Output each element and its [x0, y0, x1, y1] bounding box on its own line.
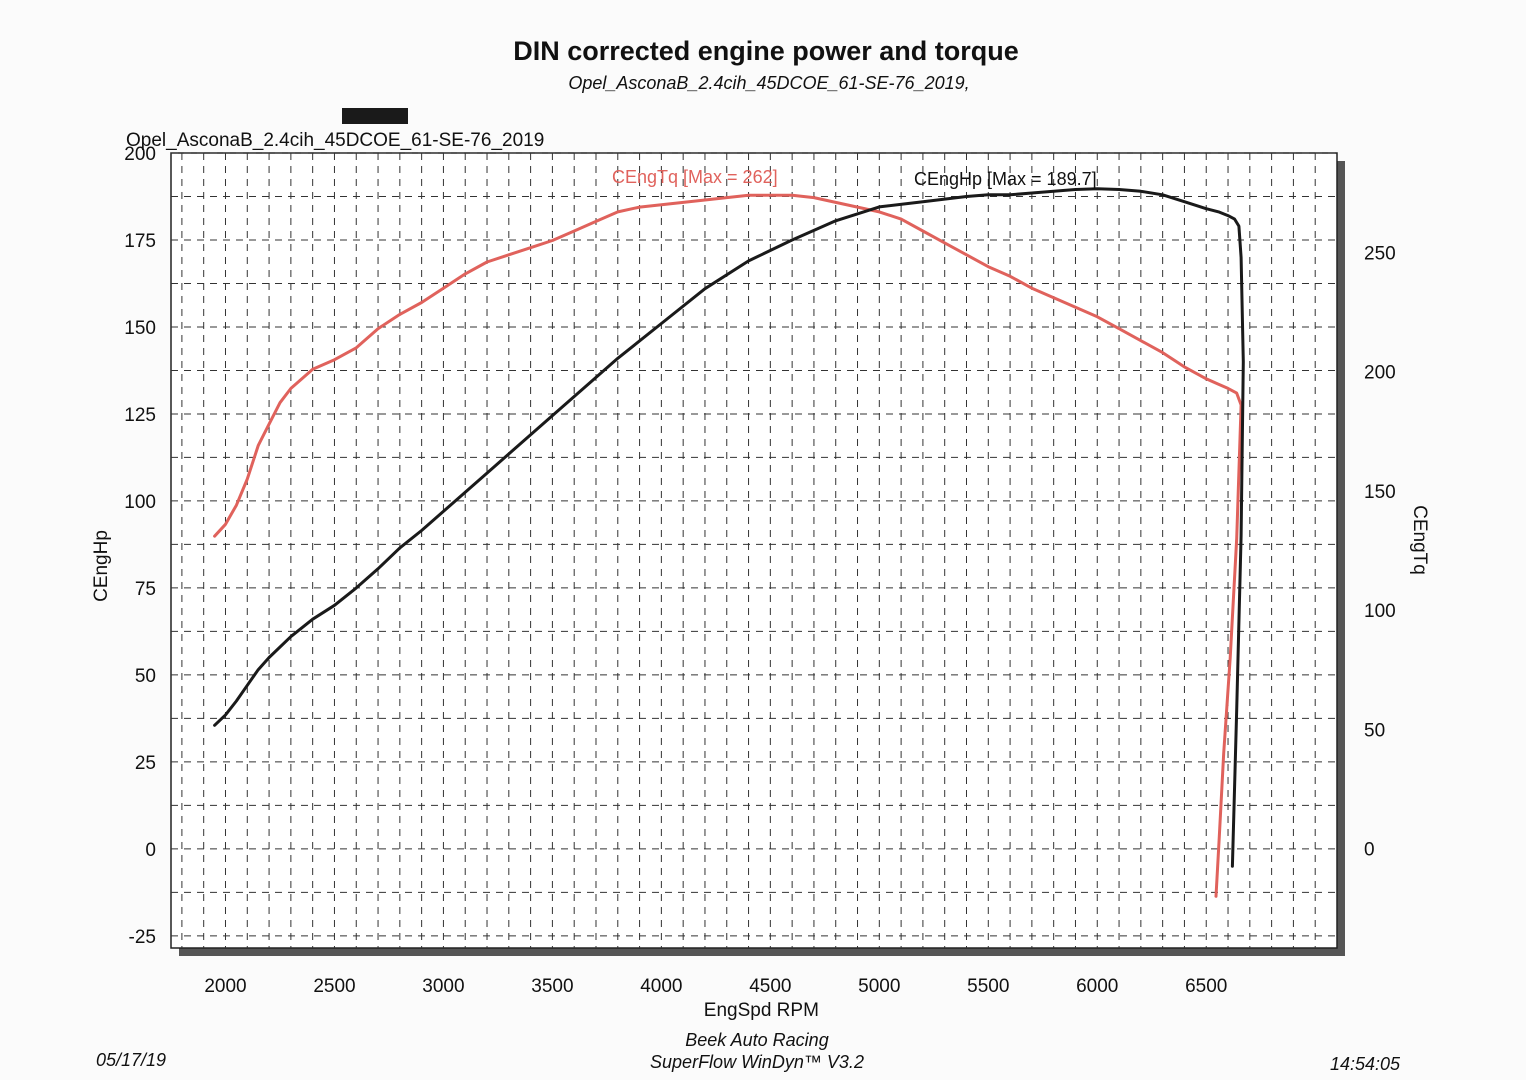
x-tick-label: 2000 — [204, 976, 246, 997]
series-line-cenghp — [213, 187, 1245, 868]
x-tick-label: 6000 — [1076, 976, 1118, 997]
series-label-cenghp: CEngHp [Max = 189.7] — [914, 169, 1097, 189]
x-tick-label: 2500 — [313, 976, 355, 997]
x-tick-label: 4500 — [749, 976, 791, 997]
y-tick-label: 0 — [145, 840, 156, 861]
x-tick-label: 4000 — [640, 976, 682, 997]
y2-tick-label: 100 — [1364, 601, 1396, 622]
y-axis-title: CEngHp — [91, 530, 112, 602]
chart-subtitle: Opel_AsconaB_2.4cih_45DCOE_61-SE-76_2019… — [568, 73, 970, 93]
y-tick-label: 125 — [124, 405, 156, 426]
footer-time: 14:54:05 — [1330, 1054, 1401, 1074]
x-axis-title: EngSpd RPM — [704, 1000, 819, 1021]
legend-swatch — [342, 108, 408, 124]
y2-axis-title: CEngTq — [1409, 505, 1430, 575]
footer-software: SuperFlow WinDyn™ V3.2 — [650, 1052, 864, 1072]
x-tick-label: 3000 — [422, 976, 464, 997]
y2-tick-label: 0 — [1364, 840, 1375, 861]
x-tick-label: 5500 — [967, 976, 1009, 997]
x-tick-label: 5000 — [858, 976, 900, 997]
y-tick-label: 200 — [124, 144, 156, 165]
y-tick-label: 175 — [124, 231, 156, 252]
series-label-cengtq: CEngTq [Max = 262] — [612, 167, 778, 187]
plot-frame — [170, 152, 1338, 949]
y-tick-label: 25 — [135, 753, 156, 774]
x-tick-label: 6500 — [1185, 976, 1227, 997]
run-label: Opel_AsconaB_2.4cih_45DCOE_61-SE-76_2019 — [126, 130, 545, 151]
chart-title: DIN corrected engine power and torque — [513, 36, 1019, 66]
y2-tick-label: 50 — [1364, 720, 1385, 741]
y2-tick-label: 150 — [1364, 482, 1396, 503]
x-tick-label: 3500 — [531, 976, 573, 997]
y2-tick-label: 250 — [1364, 243, 1396, 264]
footer-company: Beek Auto Racing — [685, 1030, 829, 1050]
y-tick-label: 50 — [135, 666, 156, 687]
y-tick-label: 75 — [135, 579, 156, 600]
y2-tick-label: 200 — [1364, 363, 1396, 384]
footer-date: 05/17/19 — [96, 1050, 167, 1070]
y-tick-label: 150 — [124, 318, 156, 339]
y-tick-label: -25 — [129, 927, 156, 948]
y-tick-label: 100 — [124, 492, 156, 513]
series-line-cengtq — [213, 193, 1243, 898]
